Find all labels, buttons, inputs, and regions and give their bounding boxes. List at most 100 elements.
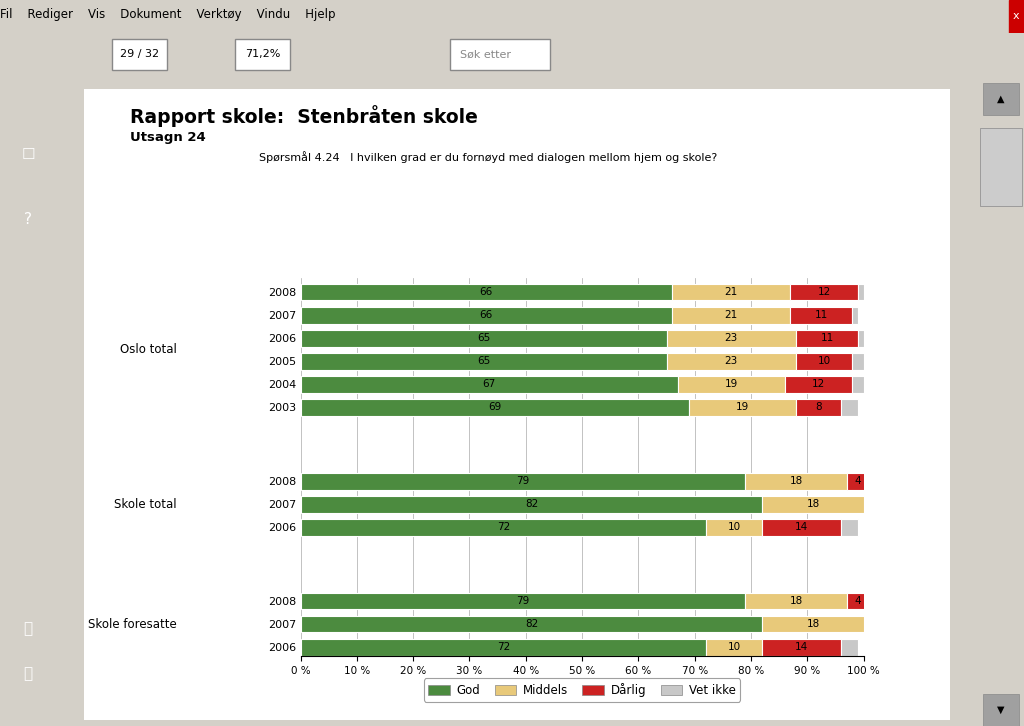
- Text: 8: 8: [815, 402, 822, 412]
- Text: 📎: 📎: [24, 621, 33, 636]
- Text: Rapport skole:  Stenbråten skole: Rapport skole: Stenbråten skole: [130, 105, 478, 128]
- Bar: [689, 399, 796, 416]
- Bar: [858, 284, 863, 301]
- Text: 4: 4: [855, 476, 861, 486]
- Text: 18: 18: [806, 499, 819, 509]
- Bar: [301, 284, 672, 301]
- Bar: [847, 473, 869, 489]
- Text: 4: 4: [855, 596, 861, 606]
- Bar: [667, 353, 796, 370]
- Bar: [791, 284, 858, 301]
- Text: 82: 82: [524, 619, 538, 629]
- Text: 21: 21: [725, 310, 738, 320]
- Text: 19: 19: [725, 380, 738, 389]
- Text: 14: 14: [795, 643, 808, 652]
- Text: Utsagn 24: Utsagn 24: [130, 131, 206, 144]
- Text: 71,2%: 71,2%: [246, 49, 281, 60]
- Text: 23: 23: [725, 356, 738, 367]
- Bar: [112, 39, 167, 70]
- Bar: [762, 496, 863, 513]
- Bar: [796, 330, 858, 346]
- Text: ▲: ▲: [997, 94, 1005, 104]
- Bar: [858, 330, 863, 346]
- Text: 10: 10: [728, 522, 740, 532]
- Text: 11: 11: [815, 310, 828, 320]
- Bar: [841, 519, 858, 536]
- Text: ?: ?: [25, 212, 32, 227]
- FancyBboxPatch shape: [84, 89, 950, 719]
- Text: 65: 65: [477, 333, 490, 343]
- Text: Skole foresatte: Skole foresatte: [88, 618, 177, 631]
- Text: 65: 65: [477, 356, 490, 367]
- Text: 10: 10: [728, 643, 740, 652]
- Text: 69: 69: [488, 402, 502, 412]
- Bar: [1009, 0, 1024, 33]
- Bar: [301, 376, 678, 393]
- Bar: [301, 330, 667, 346]
- Bar: [784, 376, 852, 393]
- Text: 11: 11: [820, 333, 834, 343]
- Text: 12: 12: [817, 287, 830, 297]
- Bar: [301, 616, 762, 632]
- Bar: [706, 639, 762, 656]
- Bar: [301, 353, 667, 370]
- Text: Spørsmål 4.24   I hvilken grad er du fornøyd med dialogen mellom hjem og skole?: Spørsmål 4.24 I hvilken grad er du fornø…: [259, 151, 718, 163]
- Bar: [301, 473, 745, 489]
- Text: 💬: 💬: [24, 666, 33, 682]
- Bar: [796, 399, 841, 416]
- Bar: [672, 284, 791, 301]
- Text: 66: 66: [479, 310, 493, 320]
- Bar: [796, 353, 852, 370]
- Bar: [450, 39, 550, 70]
- Text: 18: 18: [806, 619, 819, 629]
- Bar: [667, 330, 796, 346]
- Bar: [852, 353, 863, 370]
- Text: 10: 10: [817, 356, 830, 367]
- Bar: [841, 399, 858, 416]
- Text: 67: 67: [482, 380, 496, 389]
- Text: 12: 12: [812, 380, 825, 389]
- Bar: [852, 376, 863, 393]
- Bar: [706, 519, 762, 536]
- Bar: [762, 639, 841, 656]
- Text: Fil    Rediger    Vis    Dokument    Verktøy    Vindu    Hjelp: Fil Rediger Vis Dokument Verktøy Vindu H…: [0, 8, 336, 21]
- Text: ▼: ▼: [997, 705, 1005, 715]
- Bar: [980, 129, 1022, 206]
- Bar: [762, 519, 841, 536]
- Text: 18: 18: [790, 476, 803, 486]
- Bar: [301, 496, 762, 513]
- Text: 79: 79: [516, 476, 529, 486]
- Bar: [983, 693, 1020, 726]
- Text: 72: 72: [497, 643, 510, 652]
- Text: 29 / 32: 29 / 32: [121, 49, 160, 60]
- Bar: [301, 593, 745, 609]
- Text: 19: 19: [736, 402, 750, 412]
- Bar: [672, 307, 791, 324]
- Text: 21: 21: [725, 287, 738, 297]
- Text: 18: 18: [790, 596, 803, 606]
- Bar: [301, 399, 689, 416]
- Bar: [791, 307, 852, 324]
- Text: Oslo total: Oslo total: [120, 343, 177, 356]
- Text: 66: 66: [479, 287, 493, 297]
- Bar: [301, 639, 706, 656]
- Text: 82: 82: [524, 499, 538, 509]
- Text: 72: 72: [497, 522, 510, 532]
- Bar: [745, 473, 847, 489]
- Bar: [234, 39, 290, 70]
- Bar: [678, 376, 784, 393]
- Bar: [852, 307, 858, 324]
- Bar: [847, 593, 869, 609]
- Bar: [301, 307, 672, 324]
- Text: x: x: [1013, 12, 1019, 21]
- Text: Skole total: Skole total: [114, 498, 177, 511]
- Text: ☐: ☐: [22, 147, 35, 162]
- Bar: [301, 519, 706, 536]
- Bar: [762, 616, 863, 632]
- Bar: [745, 593, 847, 609]
- Text: 79: 79: [516, 596, 529, 606]
- Bar: [983, 83, 1020, 115]
- Text: Søk etter: Søk etter: [460, 49, 511, 60]
- Legend: God, Middels, Dårlig, Vet ikke: God, Middels, Dårlig, Vet ikke: [424, 678, 740, 702]
- Bar: [841, 639, 858, 656]
